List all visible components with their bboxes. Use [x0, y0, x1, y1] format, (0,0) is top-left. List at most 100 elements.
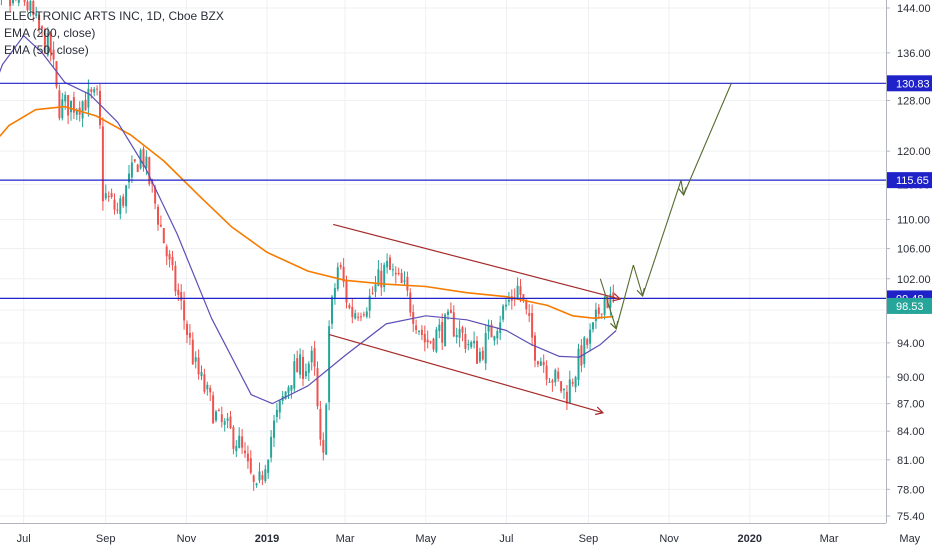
candle-body	[426, 339, 429, 343]
projection-segment	[599, 278, 617, 329]
candle-body	[377, 269, 380, 287]
y-tick-label: 94.00	[897, 338, 925, 350]
candle-body	[278, 400, 281, 413]
candle-body	[12, 0, 14, 4]
candle-body	[41, 26, 43, 29]
candle-body	[319, 408, 322, 440]
price-tag-label: 98.53	[896, 301, 924, 313]
candle-body	[293, 361, 296, 389]
candle-body	[420, 329, 423, 335]
candle-body	[571, 382, 574, 384]
candle-body	[145, 156, 148, 168]
candle-body	[252, 475, 255, 482]
candle-body	[64, 95, 67, 102]
y-tick-label: 78.00	[897, 484, 925, 496]
candle-body	[238, 435, 241, 448]
candle-body	[290, 385, 293, 391]
candle-body	[302, 356, 304, 379]
candle-body	[574, 377, 577, 388]
candle-body	[119, 198, 122, 215]
candle-body	[174, 265, 177, 292]
y-tick-label: 87.00	[897, 399, 925, 411]
x-tick-label: Jul	[499, 533, 513, 545]
candle-body	[270, 436, 273, 458]
candle-body	[328, 326, 331, 403]
candle-body	[136, 164, 139, 172]
candle-body	[577, 348, 580, 380]
candle-body	[191, 339, 194, 365]
candle-body	[325, 404, 328, 455]
candle-body	[371, 292, 374, 294]
candle-body	[255, 483, 258, 486]
candle-body	[449, 309, 452, 314]
projection-leg	[683, 83, 732, 196]
y-tick-label: 144.00	[897, 3, 931, 15]
candle-body	[287, 387, 290, 393]
candle-body	[107, 196, 110, 198]
candle-body	[165, 246, 168, 257]
candle-body	[365, 311, 368, 317]
price-tag	[887, 75, 932, 92]
projection-leg	[615, 264, 634, 329]
candle-body	[496, 330, 499, 339]
candle-body	[333, 288, 336, 298]
y-tick-label: 90.00	[897, 372, 925, 384]
chart-legend: ELECTRONIC ARTS INC, 1D, Cboe BZX EMA (2…	[4, 8, 224, 59]
channel-lower-line	[329, 333, 604, 414]
candle-body	[122, 196, 125, 206]
candle-body	[423, 333, 426, 343]
candle-body	[397, 272, 400, 274]
candle-body	[101, 126, 104, 202]
candle-body	[522, 294, 525, 301]
candle-body	[113, 199, 116, 210]
x-tick-label: Mar	[336, 533, 355, 545]
y-tick-label: 110.00	[897, 214, 930, 226]
candle-body	[389, 257, 391, 270]
candle-body	[206, 384, 209, 390]
candle-body	[502, 305, 505, 320]
candle-body	[273, 420, 275, 438]
candle-body	[531, 313, 534, 338]
candle-body	[380, 270, 383, 288]
candle-body	[275, 409, 278, 417]
candle-body	[168, 254, 171, 260]
candle-body	[481, 350, 484, 360]
candle-body	[473, 340, 476, 344]
candle-body	[232, 427, 235, 449]
candle-body	[603, 297, 606, 315]
x-tick-label: Jul	[17, 533, 31, 545]
candle-body	[258, 471, 261, 481]
candle-body	[180, 291, 183, 301]
projection-segment	[632, 264, 644, 297]
candle-body	[296, 358, 299, 373]
y-tick-label: 128.00	[897, 95, 931, 107]
candle-body	[362, 314, 365, 316]
candle-body	[212, 395, 215, 424]
candle-body	[357, 316, 360, 318]
candle-body	[548, 381, 551, 383]
candle-body	[461, 327, 464, 333]
candle-body	[592, 322, 594, 330]
candle-body	[148, 157, 151, 184]
candle-body	[188, 332, 191, 338]
candle-body	[284, 391, 287, 399]
candle-body	[157, 206, 159, 225]
y-tick-label: 136.00	[897, 48, 931, 60]
candle-body	[116, 209, 119, 211]
x-tick-label: Nov	[659, 533, 679, 545]
candle-body	[104, 193, 107, 199]
candle-body	[67, 95, 70, 116]
candle-body	[586, 339, 589, 345]
candle-body	[470, 342, 473, 348]
ema200-line	[0, 105, 614, 319]
candle-body	[322, 439, 325, 453]
candle-body	[348, 305, 351, 309]
candle-body	[72, 97, 75, 113]
candle-body	[264, 469, 267, 482]
price-tag-label: 115.65	[896, 175, 929, 187]
candle-body	[565, 391, 568, 404]
candle-body	[458, 328, 461, 338]
candle-body	[519, 286, 522, 296]
candle-body	[499, 322, 502, 333]
